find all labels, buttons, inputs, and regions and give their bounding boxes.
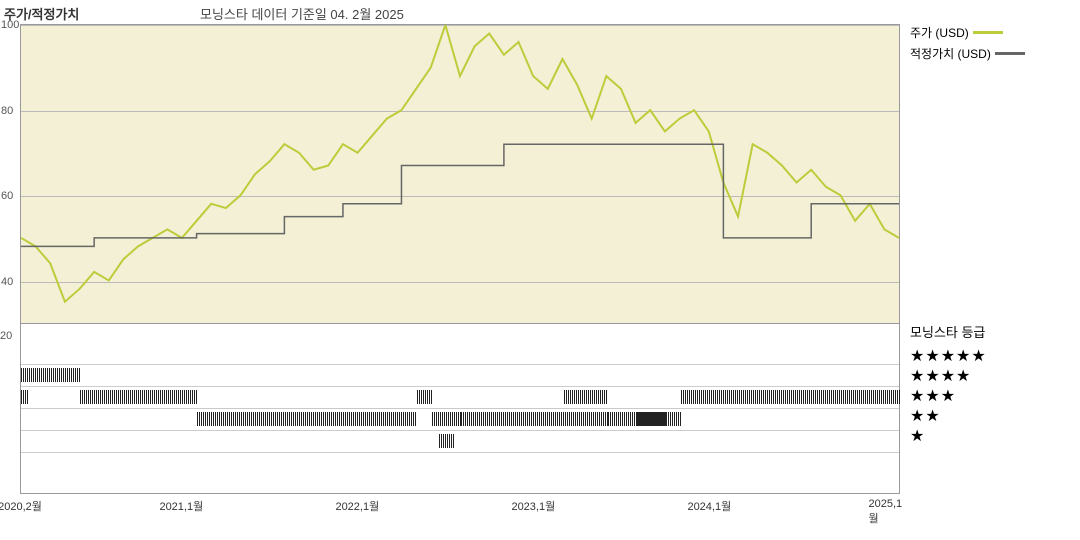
legend-price-swatch	[973, 31, 1003, 34]
rating-legend-row: ★★★★★	[910, 347, 1070, 367]
legend-fair-label: 적정가치 (USD)	[910, 45, 991, 62]
rating-legend-title: 모닝스타 등급	[910, 322, 1070, 341]
rating-bar	[432, 412, 461, 426]
rating-bar	[681, 390, 725, 404]
rating-bar	[80, 390, 197, 404]
x-tick-label: 2020,2월	[0, 498, 42, 514]
container: 주가/적정가치 모닝스타 데이터 기준일 04. 2월 2025 4060801…	[0, 0, 1080, 540]
price-line	[21, 25, 899, 302]
rating-legend-row: ★★	[910, 407, 1070, 427]
y-tick-label: 60	[1, 190, 13, 202]
rating-rows: ★★★★★★★★★★★★★★★	[910, 347, 1070, 447]
rating-legend: 모닝스타 등급 ★★★★★★★★★★★★★★★	[910, 322, 1070, 447]
x-tick-label: 2023,1월	[511, 498, 555, 514]
y-tick-label: 100	[1, 19, 19, 31]
rating-bar	[564, 390, 608, 404]
legend-price-label: 주가 (USD)	[910, 24, 969, 41]
price-svg	[21, 25, 899, 323]
fair-value-line	[21, 144, 899, 246]
rating-bar	[417, 390, 432, 404]
rating-legend-row: ★★★★	[910, 367, 1070, 387]
legend-fair: 적정가치 (USD)	[910, 45, 1070, 62]
rating-bar	[637, 412, 666, 426]
rating-bar	[439, 434, 454, 448]
x-tick-label: 2022,1월	[335, 498, 379, 514]
y-label-20: 20	[0, 330, 12, 342]
price-chart: 406080100	[20, 24, 900, 324]
x-tick-label: 2024,1월	[687, 498, 731, 514]
x-tick-label: 2025,1월	[869, 498, 903, 526]
rating-bar	[725, 390, 901, 404]
legend: 주가 (USD) 적정가치 (USD)	[910, 24, 1070, 66]
y-tick-label: 40	[1, 276, 13, 288]
rating-bar	[21, 368, 80, 382]
rating-legend-row: ★★★	[910, 387, 1070, 407]
rating-legend-row: ★	[910, 427, 1070, 447]
x-tick-label: 2021,1월	[159, 498, 203, 514]
rating-bars	[21, 324, 899, 493]
legend-price: 주가 (USD)	[910, 24, 1070, 41]
rating-chart	[20, 324, 900, 494]
rating-bar	[197, 412, 417, 426]
rating-bar	[21, 390, 28, 404]
y-tick-label: 80	[1, 105, 13, 117]
chart-subtitle: 모닝스타 데이터 기준일 04. 2월 2025	[200, 4, 404, 23]
legend-fair-swatch	[995, 52, 1025, 55]
rating-bar	[461, 412, 608, 426]
